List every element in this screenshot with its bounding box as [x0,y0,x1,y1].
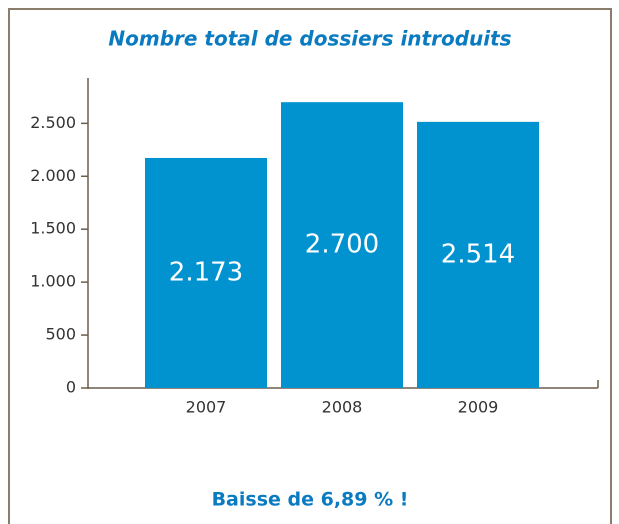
y-tick-label: 1.500 [30,219,76,238]
y-tick-label: 2.500 [30,113,76,132]
bar [145,157,267,388]
y-tick-label: 2.000 [30,166,76,185]
x-tick-label: 2007 [186,398,227,417]
y-tick-label: 500 [45,325,76,344]
value-label: 2.173 [169,257,243,287]
x-tick-label: 2009 [458,398,499,417]
bar [417,121,539,388]
chart-title: Nombre total de dossiers introduits [108,27,511,51]
annotation: Baisse de 6,89 % ! [212,489,409,511]
bar [281,102,403,388]
value-label: 2.514 [441,239,515,269]
y-tick-label: 1.000 [30,272,76,291]
y-tick-label: 0 [66,378,76,397]
x-tick-label: 2008 [322,398,363,417]
frame [8,8,612,524]
value-label: 2.700 [305,230,379,260]
